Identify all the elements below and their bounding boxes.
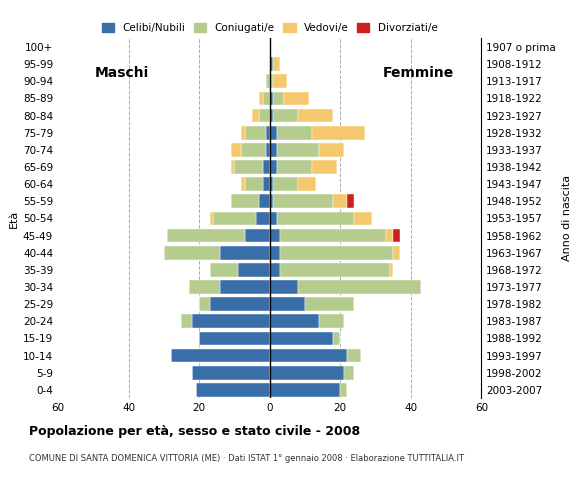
Bar xyxy=(199,297,210,311)
Bar xyxy=(259,108,270,122)
Bar xyxy=(393,228,400,242)
Bar xyxy=(393,246,400,260)
Bar xyxy=(280,246,393,260)
Bar xyxy=(210,263,238,276)
Bar xyxy=(266,74,270,88)
Text: Popolazione per età, sesso e stato civile - 2008: Popolazione per età, sesso e stato civil… xyxy=(29,425,360,438)
Bar xyxy=(270,366,344,380)
Bar xyxy=(273,194,333,208)
Bar xyxy=(199,332,270,345)
Bar xyxy=(213,212,256,225)
Bar xyxy=(277,160,312,174)
Bar xyxy=(270,332,333,345)
Bar xyxy=(319,143,344,156)
Bar xyxy=(312,160,337,174)
Bar xyxy=(270,348,347,362)
Bar xyxy=(231,143,241,156)
Bar xyxy=(298,177,316,191)
Bar xyxy=(210,297,270,311)
Y-axis label: Anno di nascita: Anno di nascita xyxy=(561,175,571,262)
Text: Maschi: Maschi xyxy=(95,66,148,80)
Text: Femmine: Femmine xyxy=(382,66,454,80)
Bar xyxy=(333,194,347,208)
Bar xyxy=(273,57,280,71)
Bar xyxy=(312,126,365,140)
Bar xyxy=(390,263,393,276)
Bar xyxy=(273,108,298,122)
Bar xyxy=(241,143,266,156)
Bar xyxy=(182,314,192,328)
Bar xyxy=(277,212,354,225)
Bar xyxy=(347,348,361,362)
Bar xyxy=(347,194,354,208)
Bar xyxy=(256,212,270,225)
Bar xyxy=(277,143,319,156)
Bar xyxy=(340,383,347,396)
Bar xyxy=(270,177,273,191)
Legend: Celibi/Nubili, Coniugati/e, Vedovi/e, Divorziati/e: Celibi/Nubili, Coniugati/e, Vedovi/e, Di… xyxy=(97,18,442,37)
Bar xyxy=(192,314,270,328)
Bar xyxy=(270,92,273,105)
Bar xyxy=(266,143,270,156)
Bar xyxy=(192,366,270,380)
Bar xyxy=(270,228,280,242)
Bar xyxy=(266,126,270,140)
Bar xyxy=(344,366,354,380)
Bar xyxy=(270,297,305,311)
Bar xyxy=(280,263,390,276)
Bar xyxy=(270,263,280,276)
Bar xyxy=(241,177,245,191)
Bar xyxy=(270,280,298,294)
Bar xyxy=(273,74,287,88)
Bar xyxy=(319,314,344,328)
Bar xyxy=(195,383,270,396)
Bar xyxy=(245,177,263,191)
Bar xyxy=(277,126,312,140)
Bar xyxy=(333,332,340,345)
Bar xyxy=(245,228,270,242)
Bar xyxy=(280,228,386,242)
Bar xyxy=(354,212,372,225)
Bar xyxy=(171,348,270,362)
Bar xyxy=(231,194,259,208)
Bar xyxy=(263,160,270,174)
Bar xyxy=(270,383,340,396)
Bar xyxy=(188,280,220,294)
Bar xyxy=(270,143,277,156)
Bar xyxy=(305,297,354,311)
Bar xyxy=(298,280,422,294)
Bar xyxy=(259,194,270,208)
Bar xyxy=(270,212,277,225)
Bar xyxy=(210,212,213,225)
Bar xyxy=(298,108,333,122)
Bar xyxy=(273,177,298,191)
Bar xyxy=(234,160,263,174)
Text: COMUNE DI SANTA DOMENICA VITTORIA (ME) · Dati ISTAT 1° gennaio 2008 · Elaborazio: COMUNE DI SANTA DOMENICA VITTORIA (ME) ·… xyxy=(29,454,464,463)
Bar xyxy=(168,228,245,242)
Bar xyxy=(270,108,273,122)
Bar xyxy=(270,246,280,260)
Bar xyxy=(270,57,273,71)
Bar xyxy=(270,160,277,174)
Bar xyxy=(220,280,270,294)
Bar xyxy=(252,108,259,122)
Bar xyxy=(270,74,273,88)
Bar xyxy=(263,177,270,191)
Bar xyxy=(245,126,266,140)
Y-axis label: Età: Età xyxy=(9,209,19,228)
Bar xyxy=(284,92,309,105)
Bar xyxy=(270,194,273,208)
Bar xyxy=(259,92,263,105)
Bar xyxy=(220,246,270,260)
Bar xyxy=(386,228,393,242)
Bar xyxy=(238,263,270,276)
Bar xyxy=(270,126,277,140)
Bar xyxy=(270,314,319,328)
Bar xyxy=(273,92,284,105)
Bar xyxy=(231,160,234,174)
Bar xyxy=(164,246,220,260)
Bar xyxy=(241,126,245,140)
Bar xyxy=(263,92,270,105)
